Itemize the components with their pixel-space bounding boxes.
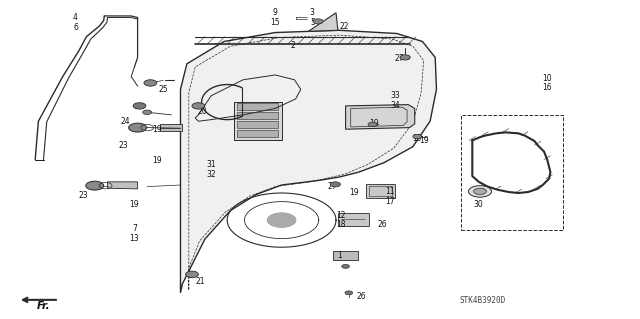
Polygon shape [237, 121, 278, 128]
Text: 19: 19 [152, 156, 162, 165]
Polygon shape [160, 124, 182, 131]
Text: 7
13: 7 13 [129, 224, 140, 243]
Text: 19: 19 [412, 134, 422, 143]
Text: 24: 24 [120, 117, 131, 126]
Text: STK4B3920D: STK4B3920D [460, 296, 506, 305]
Text: 26: 26 [356, 292, 367, 300]
Circle shape [368, 122, 377, 127]
Text: 33
34: 33 34 [390, 91, 401, 110]
Polygon shape [366, 184, 395, 198]
Polygon shape [338, 213, 369, 226]
Text: 2: 2 [291, 41, 296, 50]
Text: 31
32: 31 32 [206, 160, 216, 179]
Polygon shape [237, 130, 278, 137]
Text: 19: 19 [369, 119, 380, 128]
Text: 25: 25 [158, 85, 168, 94]
Text: 11
17: 11 17 [385, 187, 396, 205]
Polygon shape [346, 105, 415, 129]
Text: 23: 23 [78, 191, 88, 200]
Polygon shape [237, 103, 278, 110]
Text: 4
6: 4 6 [73, 13, 78, 32]
Circle shape [313, 19, 323, 24]
Text: 10
16: 10 16 [542, 74, 552, 92]
Text: 19: 19 [129, 200, 140, 209]
Text: 12
18: 12 18 [337, 211, 346, 229]
Polygon shape [333, 251, 358, 260]
Polygon shape [234, 102, 282, 140]
Text: 26: 26 [378, 220, 388, 229]
Circle shape [143, 110, 152, 115]
Text: 27: 27 [394, 54, 404, 63]
Circle shape [86, 181, 104, 190]
Text: 23: 23 [118, 141, 128, 150]
Polygon shape [237, 112, 278, 119]
Text: 9
15: 9 15 [270, 8, 280, 27]
Circle shape [133, 103, 146, 109]
Circle shape [413, 134, 422, 139]
Circle shape [330, 182, 340, 187]
Circle shape [345, 291, 353, 295]
Text: 3
5: 3 5 [310, 8, 315, 27]
Text: 20: 20 [197, 107, 207, 116]
Text: 22: 22 [340, 22, 349, 31]
Circle shape [342, 264, 349, 268]
Text: Fr.: Fr. [36, 301, 51, 311]
Circle shape [474, 188, 486, 195]
Circle shape [186, 271, 198, 278]
Circle shape [129, 123, 147, 132]
Polygon shape [108, 182, 138, 189]
Text: 27: 27 [327, 182, 337, 191]
Text: 19: 19 [349, 188, 359, 197]
Polygon shape [268, 213, 296, 227]
Text: 30: 30 [474, 200, 484, 209]
Circle shape [468, 186, 492, 197]
Text: 21: 21 [196, 277, 205, 286]
Polygon shape [308, 13, 338, 31]
Polygon shape [180, 30, 436, 293]
Text: 1: 1 [337, 251, 342, 260]
Circle shape [192, 103, 205, 109]
Text: 19: 19 [152, 125, 162, 134]
Circle shape [144, 80, 157, 86]
Text: 19: 19 [419, 137, 429, 145]
Circle shape [400, 55, 410, 60]
